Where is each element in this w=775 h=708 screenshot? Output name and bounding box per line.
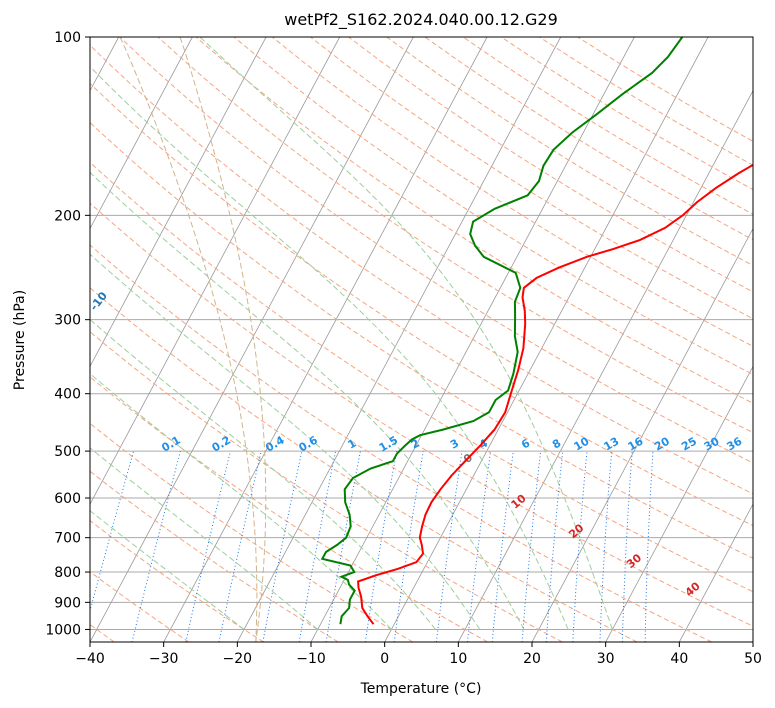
- curved-guide-line: [119, 37, 258, 642]
- isotherm-line: [90, 37, 267, 368]
- y-tick-label: 500: [54, 444, 81, 460]
- isotherm-line: [90, 37, 414, 642]
- y-tick-label: 800: [54, 565, 81, 581]
- y-tick-label: 600: [54, 491, 81, 507]
- y-tick-label: 100: [54, 30, 81, 46]
- dry-adiabat-line: [90, 470, 339, 642]
- x-tick-label: 50: [744, 651, 762, 667]
- moist-adiabat-line: [90, 65, 569, 630]
- curved-guide-line: [179, 37, 267, 642]
- moist-adiabat-line: [90, 253, 481, 630]
- x-tick-label: −40: [75, 651, 105, 667]
- isotherm-line: [163, 37, 488, 642]
- dry-adiabat-line: [90, 571, 190, 642]
- isotherm-line: [457, 89, 753, 642]
- y-tick-label: 700: [54, 531, 81, 547]
- dry-adiabat-line: [90, 82, 753, 527]
- dry-adiabat-line: [233, 37, 753, 375]
- isotherm-line: [90, 37, 341, 505]
- y-tick-label: 400: [54, 387, 81, 403]
- isotherm-line: [90, 37, 193, 230]
- dry-adiabat-line: [157, 37, 753, 434]
- x-tick-label: −20: [223, 651, 253, 667]
- x-tick-label: 10: [449, 651, 467, 667]
- dry-adiabat-line: [90, 161, 753, 593]
- isotherm-line: [236, 37, 562, 642]
- plot-area: [90, 37, 753, 642]
- mixing-ratio-line: [90, 450, 135, 613]
- x-tick-label: 20: [523, 651, 541, 667]
- isotherm-line: [531, 227, 753, 642]
- plot-frame: [89, 36, 754, 643]
- dry-adiabat-line: [90, 422, 414, 642]
- profile-series: [320, 37, 753, 625]
- x-tick-label: −30: [149, 651, 179, 667]
- mixing-ratio-line: [262, 450, 303, 642]
- isotherm-line: [678, 503, 753, 642]
- moist-adiabat-line: [90, 447, 319, 630]
- y-axis: 1000 900 800 700 600 500 400 300 200 100: [45, 30, 90, 638]
- dry-adiabat-line: [90, 244, 712, 642]
- mixing-ratio-line: [644, 451, 654, 642]
- dry-adiabat-line: [90, 520, 264, 642]
- x-tick-label: 40: [670, 651, 688, 667]
- moist-adiabat-line: [199, 37, 613, 630]
- dry-adiabat-line: [90, 202, 753, 627]
- moist-adiabat-line: [90, 510, 245, 630]
- moist-adiabat-line: [90, 318, 436, 630]
- y-axis-label: Pressure (hPa): [12, 290, 28, 390]
- x-tick-label: 30: [597, 651, 615, 667]
- temperature-profile-line: [357, 163, 753, 625]
- dry-adiabat-line: [90, 331, 563, 642]
- x-axis: −40 −30 −20 −10 0 10 20 30 40 50: [75, 642, 762, 667]
- x-axis-label: Temperature (°C): [360, 681, 482, 697]
- dry-adiabat-line: [90, 121, 753, 559]
- y-tick-label: 300: [54, 313, 81, 329]
- dry-adiabat-line: [348, 37, 753, 293]
- background-lines: [90, 37, 753, 642]
- x-tick-label: 0: [380, 651, 389, 667]
- x-tick-label: −10: [296, 651, 326, 667]
- isotherm-line: [384, 37, 709, 642]
- y-tick-label: 1000: [45, 622, 81, 638]
- mixing-ratio-line: [218, 450, 262, 642]
- y-tick-label: 900: [54, 595, 81, 611]
- moist-adiabat-line: [90, 171, 525, 630]
- isotherm-line: [605, 365, 753, 642]
- y-tick-label: 200: [54, 208, 81, 224]
- chart-title: wetPf2_S162.2024.040.00.12.G29: [284, 10, 558, 30]
- dewpoint-profile-line: [320, 37, 684, 625]
- mixing-ratio-line: [621, 451, 633, 642]
- isotherm-line: [752, 641, 753, 642]
- mixing-ratio-line: [599, 451, 613, 642]
- dry-adiabat-label: -20: [0, 260, 21, 284]
- moist-adiabat-line: [90, 373, 392, 630]
- dry-adiabat-line: [90, 44, 753, 495]
